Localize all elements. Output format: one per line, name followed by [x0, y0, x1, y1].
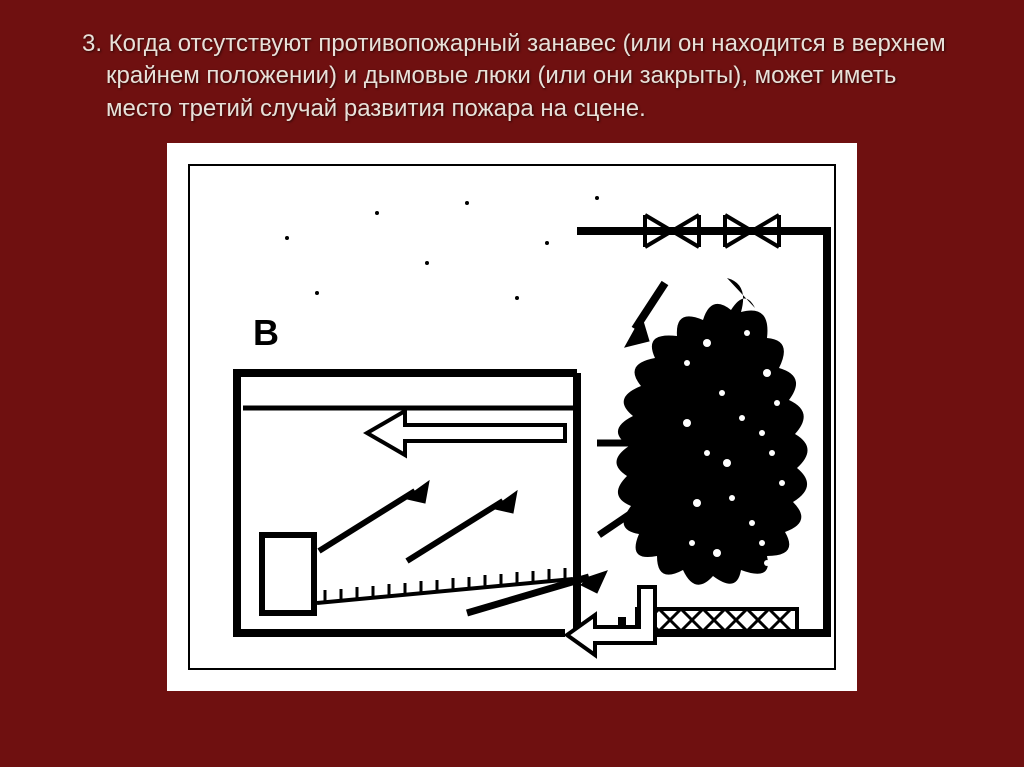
solid-arrows — [319, 283, 673, 613]
fire-diagram: В — [167, 143, 857, 691]
fire-cloud — [616, 278, 807, 585]
arrow-3 — [467, 571, 607, 613]
arrow-hollow-left — [367, 411, 565, 455]
understage-box — [637, 609, 797, 631]
rake-floor — [317, 568, 573, 603]
door-icon — [262, 535, 314, 613]
slide-heading: 3. Когда отсутствуют противопожарный зан… — [106, 28, 964, 125]
diagram-label-b: В — [253, 312, 279, 353]
diagram-container: В — [167, 143, 857, 691]
arrow-1 — [319, 481, 429, 551]
slide: 3. Когда отсутствуют противопожарный зан… — [0, 0, 1024, 767]
specks — [285, 196, 599, 300]
